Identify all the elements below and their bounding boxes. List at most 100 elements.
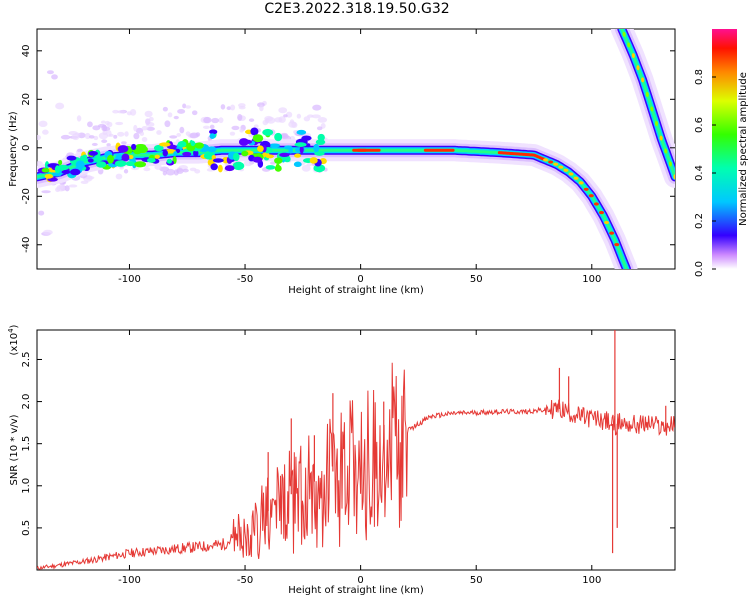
spectrogram-halo-dot	[55, 102, 65, 110]
spectrogram-halo-dot	[87, 121, 93, 128]
spectrogram-halo-dot	[316, 126, 323, 131]
spectrogram-blob	[274, 132, 283, 142]
x-tick-label: -100	[118, 274, 141, 285]
spectrogram-blob	[207, 146, 217, 153]
colorbar-gradient	[712, 29, 737, 269]
spectrogram-blob	[128, 155, 134, 160]
spectrogram-halo-dot	[229, 131, 236, 136]
spectrogram-panel: -100 -50 0 50 100 -40 -20 0 20 40 Height of stra…	[8, 28, 676, 296]
y-tick-label: 2.5	[21, 352, 32, 368]
spectrogram-blob	[44, 173, 53, 179]
spectrogram-halo-dot	[182, 103, 187, 109]
spectrogram-halo-dot	[288, 121, 297, 128]
spectrogram-halo-dot	[239, 128, 244, 133]
spectrogram-blob	[299, 145, 304, 154]
spectrogram-hot-spot	[673, 174, 675, 180]
spectrogram-hot-spot	[627, 42, 631, 48]
spectrogram-halo-dot	[176, 132, 182, 137]
spectrogram-halo-dot	[144, 110, 153, 118]
spectrogram-halo-dot	[189, 167, 197, 172]
spectrogram-hot-spot	[583, 187, 589, 191]
spectrogram-blob	[293, 161, 302, 167]
spectrogram-halo-dot	[68, 184, 78, 188]
spectrogram-blob	[190, 140, 196, 147]
spectrogram-halo-dot	[248, 118, 255, 122]
spectrogram-halo-dot	[80, 180, 89, 185]
colorbar-tick-label: 0.0	[694, 261, 705, 277]
y-tick-label: -40	[21, 237, 32, 253]
spectrogram-halo-dot	[106, 129, 112, 137]
spectrogram-blob	[252, 156, 263, 163]
spectrogram-hot-spot	[654, 121, 659, 127]
spectrogram-blob	[274, 157, 283, 164]
spectrogram-halo-dot	[123, 169, 129, 174]
spectrogram-halo-dot	[274, 117, 283, 123]
spectrogram-blob	[70, 168, 81, 176]
snr-scale-label: (x104)	[7, 324, 20, 355]
spectrogram-blob	[54, 165, 61, 174]
spectrogram-blob	[135, 144, 147, 149]
x-tick-label: 100	[582, 575, 601, 586]
spectrogram-hot-spot	[588, 194, 594, 198]
spectrogram-halo-dot	[64, 185, 70, 192]
spectrogram-halo-dot	[280, 132, 288, 137]
spectrogram-halo-dot	[105, 120, 110, 126]
colorbar-tick-label: 0.4	[694, 165, 705, 181]
spectrogram-halo-dot	[296, 113, 302, 119]
spectrogram-hot-spot	[645, 91, 649, 97]
spectrogram-hot-spot	[558, 165, 564, 169]
spectrogram-blob	[131, 143, 137, 151]
spectrogram-halo-dot	[141, 125, 149, 131]
x-tick-label: 50	[470, 274, 483, 285]
spectrogram-hot-spot	[553, 162, 559, 166]
spectrogram-blob	[66, 155, 77, 161]
spectrogram-halo-dot	[165, 168, 176, 176]
spectrogram-blob	[314, 150, 325, 156]
spectrogram-halo-dot	[141, 137, 148, 142]
colorbar-tick-label: 0.2	[694, 213, 705, 229]
spectrogram-halo-dot	[209, 124, 215, 129]
spectrogram-blob	[241, 150, 249, 157]
spectrogram-halo-dot	[101, 139, 108, 143]
spectrogram-hot-spot	[668, 161, 672, 167]
y-tick-label: 2.0	[21, 394, 32, 410]
spectrogram-halo-dot	[218, 117, 224, 124]
spectrogram-halo-dot	[42, 229, 53, 235]
spectrogram-blob	[182, 151, 192, 157]
spectrogram-hot-spot	[664, 148, 668, 154]
spectrogram-blob	[232, 152, 240, 162]
spectrogram-blob	[313, 164, 326, 173]
spectrogram-halo-dot	[38, 120, 48, 128]
colorbar-tick-label: 0.6	[694, 117, 705, 133]
spectrogram-blob	[80, 155, 86, 160]
snr-y-ticks: 0.5 1.0 1.5 2.0 2.5	[21, 352, 675, 536]
spectrogram-halo-dot	[226, 106, 232, 111]
spectrogram-halo-dot	[211, 117, 220, 124]
spectrogram-blob	[41, 168, 50, 173]
spectrogram-blob	[279, 152, 290, 158]
x-tick-label: -100	[118, 575, 141, 586]
spectrogram-blob	[294, 153, 302, 158]
spectrogram-hot-spot	[563, 168, 569, 172]
spectrogram-halo-dot	[238, 106, 246, 110]
spectrogram-blob	[61, 170, 71, 175]
spectrogram-blob	[296, 129, 307, 135]
spectrogram-halo-dot	[317, 117, 328, 123]
y-tick-label: 0.5	[21, 520, 32, 536]
spectrogram-blob	[209, 129, 218, 135]
spectrogram-blob	[238, 138, 249, 146]
spectrogram-hot-spot	[622, 31, 626, 37]
spectrogram-blob	[317, 133, 325, 142]
spectrogram-halo-dot	[139, 131, 145, 136]
spectrogram-halo-dot	[92, 125, 101, 131]
spectrogram-halo-dot	[231, 125, 240, 131]
spectrogram-halo-dot	[301, 164, 311, 172]
spectrogram-halo-dot	[98, 132, 109, 140]
spectrogram-halo-dot	[56, 184, 66, 192]
spectrogram-blob	[162, 149, 168, 157]
spectrogram-halo-dot	[91, 142, 98, 146]
spectrogram-halo-dot	[124, 131, 129, 137]
spectrogram-halo-dot	[42, 129, 49, 135]
spectrogram-halo-dot	[113, 134, 118, 139]
spectrogram-halo-dot	[270, 161, 276, 165]
